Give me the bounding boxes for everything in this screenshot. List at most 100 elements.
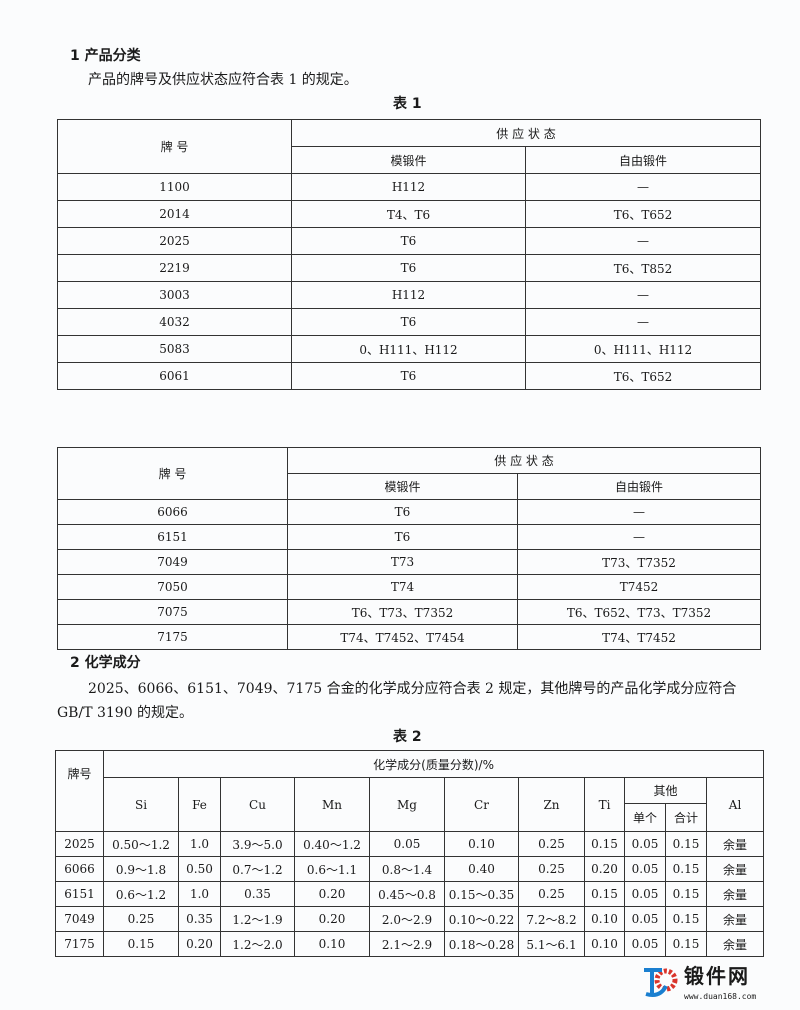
header-element-fe: Fe: [178, 777, 221, 832]
table-cell: 0.45～0.8: [369, 881, 445, 907]
table-row: 5083 0、H111、H112 0、H111、H112: [57, 335, 762, 363]
table-cell: 余量: [705, 931, 765, 957]
table-cell: 0.9～1.8: [103, 856, 179, 882]
table-row: 7050 T74 T7452: [57, 574, 762, 600]
header-element-cr: Cr: [444, 777, 519, 832]
table-cell: 4032: [57, 308, 292, 336]
table-cell: 0.6～1.1: [294, 856, 370, 882]
header-supply-state: 供 应 状 态: [290, 119, 762, 147]
table-cell: T74: [287, 574, 518, 600]
table-cell: T73: [287, 549, 518, 575]
table-1-continued: 牌 号供 应 状 态 模锻件 自由锻件 6066 T6—6151 T6—7049 T73…: [57, 447, 762, 650]
table-cell: 0.8～1.4: [369, 856, 445, 882]
table-cell: T6、T852: [524, 254, 762, 282]
header-element-ti: Ti: [584, 777, 625, 832]
table-cell: 6061: [57, 362, 292, 390]
table-cell: 0.35: [220, 881, 295, 907]
table-cell: 0.25: [518, 856, 585, 882]
table-cell: T4、T6: [291, 200, 526, 228]
table-cell: 0.20: [584, 856, 625, 882]
table-row: 2025 0.50～1.2 1.0 3.9～5.0 0.40～1.2 0.05 0.10 0.…: [55, 831, 765, 857]
table-cell: T6、T73、T7352: [287, 599, 518, 625]
table-row: 6151 T6—: [57, 524, 762, 550]
table-row: 6151 0.6～1.2 1.0 0.35 0.20 0.45～0.8 0.15～0.35 0…: [55, 881, 765, 907]
header-chemical-composition: 化学成分(质量分数)/%: [102, 750, 765, 778]
table-cell: 0.25: [103, 906, 179, 932]
table-row: 2014 T4、T6 T6、T652: [57, 200, 762, 228]
table-cell: 0.15: [665, 831, 707, 857]
header-grade: 牌 号: [57, 119, 292, 174]
table-cell: 0.10～0.22: [444, 906, 519, 932]
table-row: 1100 H112—: [57, 173, 762, 201]
header-supply-state: 供 应 状 态: [286, 447, 762, 474]
table-cell: 0.15～0.35: [444, 881, 519, 907]
table-cell: T6、T652、T73、T7352: [516, 599, 762, 625]
header-element-al: Al: [705, 777, 765, 832]
table-cell: 1.2～1.9: [220, 906, 295, 932]
table-2-caption: 表 2: [393, 729, 422, 745]
table-row: 7175 T74、T7452、T7454 T74、T7452: [57, 624, 762, 650]
table-cell: 余量: [705, 831, 765, 857]
header-other: 其他: [624, 777, 707, 804]
table-cell: 0、H111、H112: [291, 335, 526, 363]
table-cell: 0.10: [444, 831, 519, 857]
table-cell: 0.15: [584, 881, 625, 907]
table-cell: 2014: [57, 200, 292, 228]
logo-url: www.duan168.com: [684, 992, 757, 1001]
table-cell: 0.50～1.2: [103, 831, 179, 857]
table-cell: 0.10: [584, 906, 625, 932]
table-cell: T74、T7452: [516, 624, 762, 650]
table-cell: 0.10: [584, 931, 625, 957]
table-cell: —: [524, 308, 762, 336]
table-row: 7049 T73 T73、T7352: [57, 549, 762, 575]
table-cell: 0.15: [665, 931, 707, 957]
table-cell: 2.1～2.9: [369, 931, 445, 957]
table-cell: T6: [291, 254, 526, 282]
table-cell: 0.35: [178, 906, 221, 932]
header-element-mn: Mn: [294, 777, 370, 832]
table-row: 2025 T6—: [57, 227, 762, 255]
table-cell: 0.05: [624, 856, 666, 882]
table-cell: 0.18～0.28: [444, 931, 519, 957]
table-row: 4032 T6—: [57, 308, 762, 336]
table-cell: 6066: [55, 856, 104, 882]
table-cell: T6: [291, 308, 526, 336]
table-cell: 余量: [705, 906, 765, 932]
header-free-forging: 自由锻件: [516, 473, 762, 500]
section-1-heading: 1 产品分类: [70, 48, 141, 64]
header-other-single: 单个: [624, 803, 666, 832]
table-cell: 0.20: [294, 906, 370, 932]
table-cell: 0.40: [444, 856, 519, 882]
table-cell: T6: [287, 499, 518, 525]
table-cell: T6、T652: [524, 362, 762, 390]
table-cell: 6151: [55, 881, 104, 907]
table-row: 7075 T6、T73、T7352 T6、T652、T73、T7352: [57, 599, 762, 625]
table-cell: 7175: [55, 931, 104, 957]
header-other-total: 合计: [665, 803, 707, 832]
section-1-paragraph: 产品的牌号及供应状态应符合表 1 的规定。: [88, 72, 358, 88]
table-cell: T6: [291, 362, 526, 390]
header-grade: 牌 号: [57, 447, 288, 500]
header-die-forging: 模锻件: [291, 146, 526, 174]
table-cell: 0.05: [624, 831, 666, 857]
table-cell: 2025: [57, 227, 292, 255]
table-cell: 6151: [57, 524, 288, 550]
table-cell: 0.40～1.2: [294, 831, 370, 857]
table-cell: 0.6～1.2: [103, 881, 179, 907]
table-cell: T7452: [516, 574, 762, 600]
table-cell: 5.1～6.1: [518, 931, 585, 957]
table-2: 牌号 化学成分(质量分数)/% Si Fe Cu Mn Mg Cr Zn Ti 其他 Al 单个 …: [55, 750, 765, 957]
table-cell: 0.50: [178, 856, 221, 882]
table-cell: 0.05: [369, 831, 445, 857]
table-cell: 5083: [57, 335, 292, 363]
table-cell: T6: [291, 227, 526, 255]
header-free-forging: 自由锻件: [524, 146, 762, 174]
table-cell: 3003: [57, 281, 292, 309]
table-cell: 7075: [57, 599, 288, 625]
table-cell: 0.15: [665, 881, 707, 907]
logo-name: 锻件网: [684, 964, 750, 988]
table-cell: 0.05: [624, 881, 666, 907]
table-row: 3003 H112—: [57, 281, 762, 309]
table-cell: 7175: [57, 624, 288, 650]
section-2-heading: 2 化学成分: [70, 655, 141, 671]
